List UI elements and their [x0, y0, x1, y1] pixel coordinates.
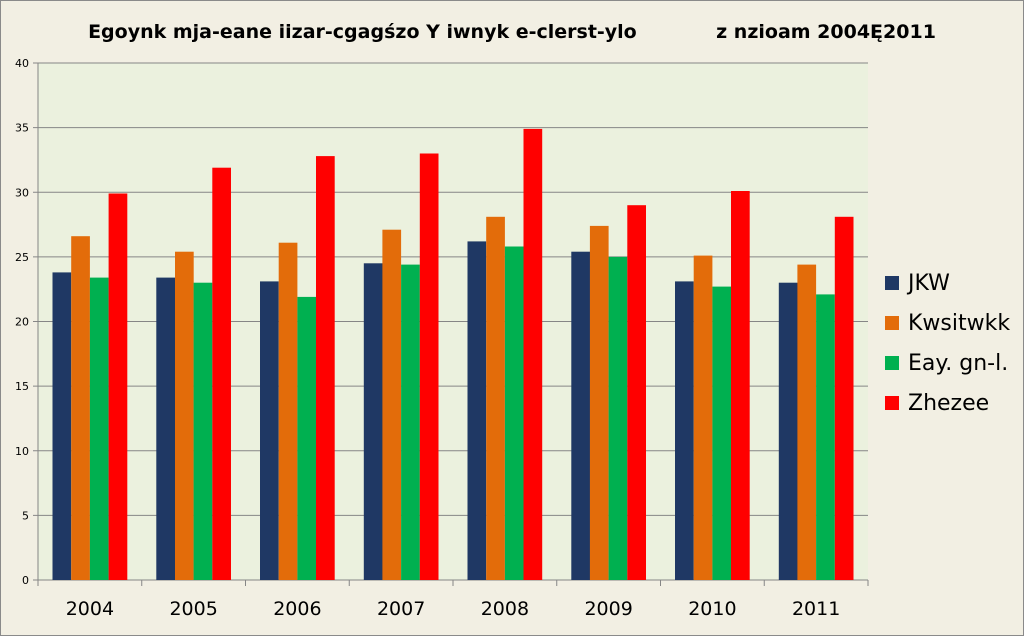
- bar-jkw-2010: [675, 281, 694, 580]
- legend-label: Kwsitwkk: [908, 310, 1011, 336]
- bar-eay-gn-l--2006: [297, 296, 317, 580]
- bar-jkw-2009: [571, 251, 590, 580]
- bar-kwsitwkk-2011: [797, 264, 817, 580]
- bar-zhezee-2005: [212, 167, 231, 580]
- x-tick-label: 2005: [169, 598, 217, 620]
- legend-item: Eay. gn-l.: [885, 343, 1010, 383]
- y-tick-label: 30: [15, 186, 29, 199]
- bar-zhezee-2008: [523, 128, 543, 580]
- bar-eay-gn-l--2009: [608, 256, 628, 580]
- bar-jkw-2006: [260, 281, 279, 580]
- legend-item: Zhezee: [885, 383, 1010, 423]
- legend-swatch: [885, 276, 899, 290]
- y-tick-label: 40: [15, 57, 29, 70]
- x-tick-label: 2011: [792, 598, 840, 620]
- bar-kwsitwkk-2010: [693, 255, 713, 580]
- bar-eay-gn-l--2005: [193, 282, 213, 580]
- x-tick-label: 2010: [688, 598, 736, 620]
- bar-zhezee-2004: [108, 193, 128, 580]
- y-tick-label: 0: [22, 574, 29, 587]
- bar-zhezee-2010: [731, 191, 750, 580]
- x-tick-label: 2008: [481, 598, 529, 620]
- x-tick-label: 2006: [273, 598, 321, 620]
- bar-jkw-2008: [467, 241, 487, 580]
- bar-eay-gn-l--2008: [504, 246, 524, 580]
- legend-label: JKW: [908, 270, 950, 296]
- x-tick-label: 2007: [377, 598, 425, 620]
- bar-zhezee-2007: [419, 153, 439, 580]
- legend-swatch: [885, 356, 899, 370]
- bar-kwsitwkk-2009: [589, 225, 609, 580]
- bar-jkw-2005: [156, 277, 175, 580]
- bar-kwsitwkk-2007: [382, 229, 402, 580]
- y-tick-label: 10: [15, 445, 29, 458]
- bar-kwsitwkk-2005: [175, 251, 194, 580]
- bar-jkw-2011: [778, 282, 798, 580]
- bar-zhezee-2009: [627, 205, 646, 580]
- bar-kwsitwkk-2004: [71, 236, 90, 580]
- y-tick-label: 15: [15, 380, 29, 393]
- legend-label: Zhezee: [908, 390, 990, 416]
- legend-swatch: [885, 316, 899, 330]
- legend-item: Kwsitwkk: [885, 303, 1010, 343]
- chart-title: Egoynk mja-eane iizar-cgagśzo Y iwnyk e-…: [88, 21, 936, 43]
- legend: JKW Kwsitwkk Eay. gn-l. Zhezee: [885, 263, 1010, 423]
- bar-jkw-2007: [363, 263, 383, 580]
- legend-swatch: [885, 396, 899, 410]
- bar-eay-gn-l--2007: [401, 264, 420, 580]
- bar-jkw-2004: [52, 272, 72, 580]
- y-tick-label: 5: [22, 509, 29, 522]
- bar-kwsitwkk-2008: [486, 216, 505, 581]
- legend-label: Eay. gn-l.: [908, 350, 1009, 376]
- bar-kwsitwkk-2006: [278, 242, 298, 580]
- x-tick-label: 2004: [66, 598, 114, 620]
- x-tick-label: 2009: [584, 598, 632, 620]
- bar-zhezee-2006: [316, 156, 335, 580]
- y-tick-label: 20: [15, 316, 29, 329]
- bar-eay-gn-l--2011: [816, 294, 835, 580]
- y-tick-label: 25: [15, 251, 29, 264]
- legend-item: JKW: [885, 263, 1010, 303]
- bar-zhezee-2011: [834, 216, 854, 581]
- bar-eay-gn-l--2004: [89, 277, 109, 580]
- y-tick-label: 35: [15, 122, 29, 135]
- bar-eay-gn-l--2010: [712, 286, 732, 580]
